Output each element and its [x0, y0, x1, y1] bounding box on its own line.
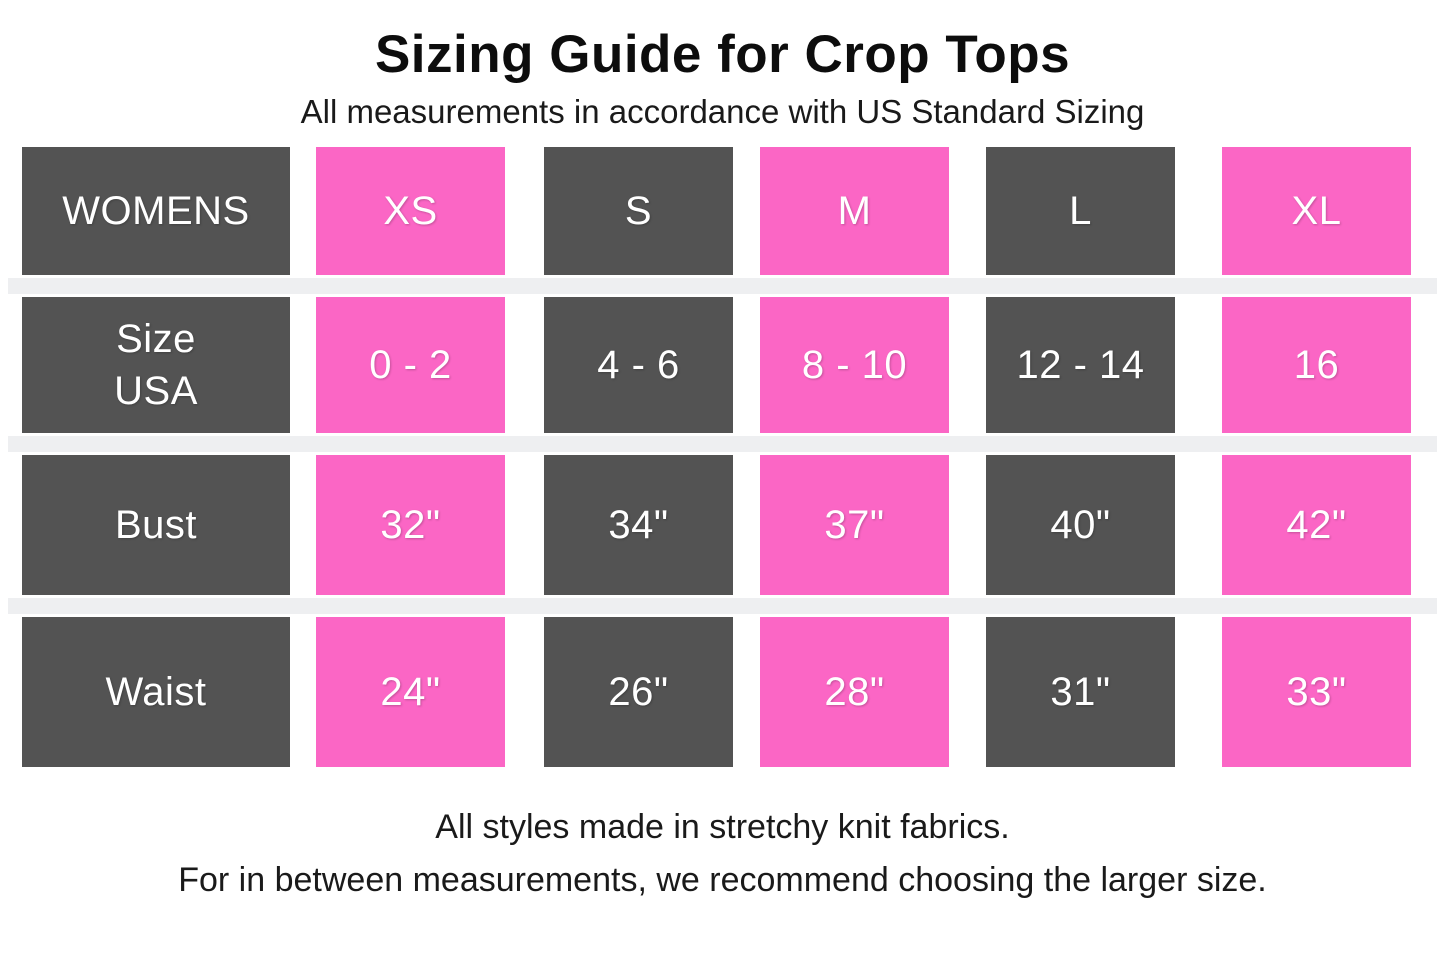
footer-notes: All styles made in stretchy knit fabrics…	[0, 801, 1445, 906]
table-row-size-usa: Size USA 0 - 2 4 - 6 8 - 10 12 - 14 16	[22, 297, 1411, 433]
cell-bust-xl: 42"	[1222, 455, 1411, 595]
header-cell-xs: XS	[316, 147, 505, 275]
header-cell-l: L	[986, 147, 1175, 275]
table-row-bust: Bust 32" 34" 37" 40" 42"	[22, 455, 1411, 595]
row-label-size-usa: Size USA	[22, 297, 290, 433]
page-subtitle: All measurements in accordance with US S…	[300, 93, 1145, 130]
row-separator	[8, 598, 1437, 614]
row-label-bust: Bust	[22, 455, 290, 595]
cell-waist-s: 26"	[544, 617, 733, 767]
footer-note-between-sizes: For in between measurements, we recommen…	[178, 860, 1267, 899]
cell-waist-xs: 24"	[316, 617, 505, 767]
row-separator	[8, 278, 1437, 294]
cell-size-s: 4 - 6	[544, 297, 733, 433]
cell-bust-l: 40"	[986, 455, 1175, 595]
cell-size-xs: 0 - 2	[316, 297, 505, 433]
page-title: Sizing Guide for Crop Tops	[374, 25, 1071, 84]
header-cell-m: M	[760, 147, 949, 275]
cell-waist-xl: 33"	[1222, 617, 1411, 767]
footer-note-fabrics: All styles made in stretchy knit fabrics…	[435, 808, 1010, 846]
cell-bust-m: 37"	[760, 455, 949, 595]
cell-bust-s: 34"	[544, 455, 733, 595]
table-header-row: WOMENS XS S M L XL	[22, 147, 1411, 275]
cell-size-xl: 16	[1222, 297, 1411, 433]
table-row-waist: Waist 24" 26" 28" 31" 33"	[22, 617, 1411, 767]
row-label-waist: Waist	[22, 617, 290, 767]
cell-bust-xs: 32"	[316, 455, 505, 595]
cell-size-m: 8 - 10	[760, 297, 949, 433]
row-separator	[8, 436, 1437, 452]
header-cell-s: S	[544, 147, 733, 275]
cell-waist-m: 28"	[760, 617, 949, 767]
sizing-table: WOMENS XS S M L XL Size USA 0 - 2 4 - 6 …	[0, 147, 1445, 767]
cell-size-l: 12 - 14	[986, 297, 1175, 433]
header-cell-xl: XL	[1222, 147, 1411, 275]
cell-waist-l: 31"	[986, 617, 1175, 767]
header-cell-womens: WOMENS	[22, 147, 290, 275]
